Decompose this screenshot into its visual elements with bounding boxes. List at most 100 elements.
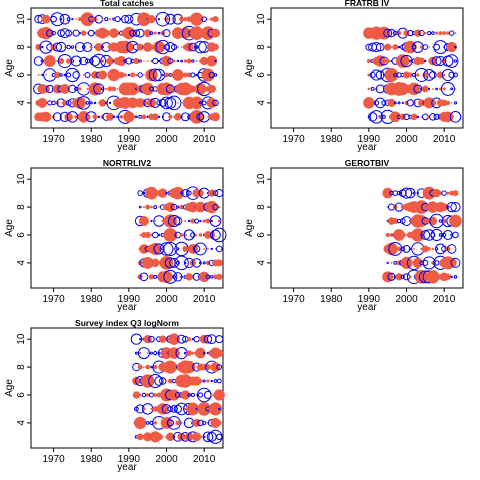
- positive-residual-bubble: [367, 87, 371, 91]
- positive-residual-bubble: [92, 114, 98, 120]
- negative-residual-bubble: [46, 29, 54, 37]
- positive-residual-bubble: [180, 390, 191, 400]
- negative-residual-bubble: [435, 87, 438, 91]
- y-tick-label: 4: [16, 420, 27, 426]
- negative-residual-bubble: [381, 100, 387, 106]
- negative-residual-bubble: [210, 219, 213, 223]
- negative-residual-bubble: [139, 338, 142, 341]
- negative-residual-bubble: [138, 205, 142, 209]
- positive-residual-bubble: [186, 350, 192, 356]
- positive-residual-bubble: [452, 190, 459, 197]
- negative-residual-bubble: [59, 28, 70, 39]
- negative-residual-bubble: [433, 260, 440, 266]
- negative-residual-bubble: [59, 73, 63, 77]
- positive-residual-bubble: [210, 362, 221, 372]
- positive-residual-bubble: [43, 55, 56, 67]
- positive-residual-bubble: [54, 71, 61, 79]
- negative-residual-bubble: [148, 335, 155, 343]
- positive-residual-bubble: [150, 205, 153, 209]
- negative-residual-bubble: [190, 232, 196, 238]
- positive-residual-bubble: [133, 57, 140, 65]
- negative-residual-bubble: [50, 12, 65, 27]
- negative-residual-bubble: [123, 59, 127, 63]
- positive-residual-bubble: [78, 87, 82, 91]
- negative-residual-bubble: [33, 56, 44, 66]
- negative-residual-bubble: [153, 205, 158, 210]
- negative-residual-bubble: [177, 334, 187, 344]
- positive-residual-bubble: [177, 352, 179, 354]
- negative-residual-bubble: [424, 59, 427, 63]
- negative-residual-bubble: [148, 68, 162, 82]
- negative-residual-bubble: [198, 101, 202, 105]
- plot-frame: [30, 7, 224, 129]
- positive-residual-bubble: [442, 31, 447, 36]
- positive-residual-bubble: [174, 113, 182, 121]
- negative-residual-bubble: [167, 214, 181, 228]
- positive-residual-bubble: [152, 40, 166, 54]
- x-axis-label: year: [117, 462, 137, 473]
- negative-residual-bubble: [397, 45, 401, 49]
- positive-residual-bubble: [210, 112, 220, 122]
- positive-residual-bubble: [80, 30, 87, 36]
- positive-residual-bubble: [172, 59, 176, 63]
- negative-residual-bubble: [127, 73, 131, 77]
- negative-residual-bubble: [427, 87, 431, 91]
- negative-residual-bubble: [450, 275, 453, 278]
- negative-residual-bubble: [190, 72, 196, 78]
- negative-residual-bubble: [158, 98, 167, 107]
- panel-title: Survey index Q3 logNorm: [75, 318, 179, 328]
- positive-residual-bubble: [130, 114, 136, 120]
- negative-residual-bubble: [154, 376, 164, 386]
- negative-residual-bubble: [431, 56, 442, 66]
- negative-residual-bubble: [148, 373, 163, 389]
- negative-residual-bubble: [161, 73, 164, 77]
- x-axis-label: year: [117, 302, 137, 313]
- negative-residual-bubble: [164, 13, 176, 25]
- positive-residual-bubble: [206, 379, 210, 383]
- negative-residual-bubble: [52, 42, 62, 52]
- negative-residual-bubble: [449, 30, 455, 36]
- positive-residual-bubble: [106, 112, 114, 121]
- bubble-layer: [134, 186, 227, 284]
- positive-residual-bubble: [416, 73, 420, 77]
- negative-residual-bubble: [367, 112, 378, 122]
- negative-residual-bubble: [153, 351, 158, 356]
- bubble-layer: [363, 26, 462, 124]
- negative-residual-bubble: [176, 59, 180, 63]
- negative-residual-bubble: [180, 275, 183, 279]
- negative-residual-bubble: [412, 191, 416, 195]
- negative-residual-bubble: [190, 392, 195, 398]
- negative-residual-bubble: [213, 73, 218, 77]
- negative-residual-bubble: [194, 218, 200, 224]
- positive-residual-bubble: [198, 378, 203, 384]
- positive-residual-bubble: [206, 247, 209, 250]
- negative-residual-bubble: [149, 351, 153, 355]
- negative-residual-bubble: [183, 229, 195, 241]
- positive-residual-bubble: [184, 219, 187, 223]
- negative-residual-bubble: [202, 431, 214, 443]
- positive-residual-bubble: [100, 59, 105, 63]
- positive-residual-bubble: [440, 203, 449, 212]
- positive-residual-bubble: [435, 31, 439, 35]
- negative-residual-bubble: [59, 17, 63, 21]
- negative-residual-bubble: [152, 57, 159, 65]
- negative-residual-bubble: [170, 43, 178, 51]
- positive-residual-bubble: [119, 115, 124, 119]
- positive-residual-bubble: [389, 111, 401, 123]
- negative-residual-bubble: [387, 28, 396, 38]
- positive-residual-bubble: [101, 18, 104, 21]
- positive-residual-bubble: [206, 55, 218, 67]
- plot-frame: [270, 167, 464, 289]
- positive-residual-bubble: [198, 271, 210, 283]
- negative-residual-bubble: [397, 101, 401, 105]
- negative-residual-bubble: [208, 429, 223, 444]
- negative-residual-bubble: [159, 242, 174, 256]
- negative-residual-bubble: [84, 72, 91, 78]
- positive-residual-bubble: [428, 46, 430, 48]
- positive-residual-bubble: [216, 273, 223, 280]
- positive-residual-bubble: [202, 219, 206, 223]
- positive-residual-bubble: [446, 41, 457, 53]
- negative-residual-bubble: [132, 29, 141, 37]
- positive-residual-bubble: [135, 73, 138, 77]
- positive-residual-bubble: [45, 74, 47, 76]
